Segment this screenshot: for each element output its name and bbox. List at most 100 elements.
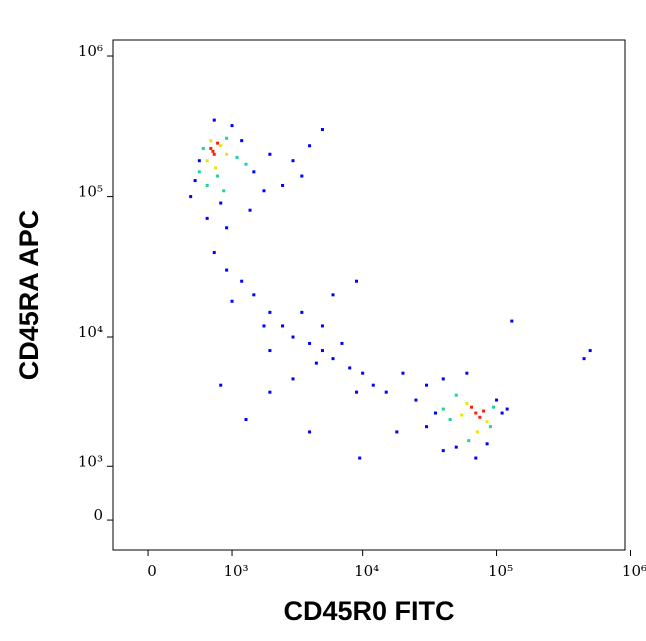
point	[348, 366, 352, 370]
point	[460, 413, 464, 417]
point	[212, 118, 216, 122]
plot-frame	[112, 39, 626, 551]
point	[474, 456, 478, 460]
point	[485, 420, 489, 424]
point	[219, 383, 223, 387]
point	[314, 361, 318, 365]
point	[197, 170, 201, 174]
point	[358, 456, 362, 460]
point	[248, 208, 252, 212]
point	[588, 349, 592, 353]
point	[230, 124, 234, 128]
point	[209, 139, 213, 143]
point	[189, 195, 193, 199]
point	[235, 155, 239, 159]
x-tick-label: 0	[147, 562, 157, 580]
point	[225, 268, 229, 272]
point	[240, 139, 244, 143]
point	[441, 377, 445, 381]
point	[193, 179, 197, 183]
point	[262, 189, 266, 193]
point	[500, 411, 504, 415]
point	[205, 216, 209, 220]
point	[320, 128, 324, 132]
point	[252, 293, 256, 297]
point	[465, 402, 469, 406]
point	[240, 279, 244, 283]
x-tick-label: 10³	[223, 562, 248, 580]
y-tick-label: 0	[93, 506, 103, 524]
point	[291, 377, 295, 381]
x-tick-label: 10⁶	[622, 562, 646, 580]
y-tick-label: 10⁶	[78, 42, 103, 60]
point	[320, 324, 324, 328]
point	[219, 201, 223, 205]
point	[505, 407, 509, 411]
point	[268, 152, 272, 156]
point	[331, 357, 335, 361]
point	[209, 146, 213, 150]
point	[371, 383, 375, 387]
x-tick-label: 10⁴	[354, 562, 379, 580]
x-axis-label: CD45R0 FITC	[283, 596, 454, 626]
x-tick-label: 10⁵	[488, 562, 513, 580]
point	[441, 449, 445, 453]
point	[478, 415, 482, 419]
point	[361, 371, 365, 375]
point	[205, 159, 209, 163]
point	[268, 310, 272, 314]
point	[470, 405, 474, 409]
point	[485, 442, 489, 446]
point	[219, 144, 223, 148]
point	[510, 319, 514, 323]
point	[308, 144, 312, 148]
point	[244, 418, 248, 422]
point	[214, 166, 218, 170]
point	[331, 293, 335, 297]
point	[230, 299, 234, 303]
point	[291, 159, 295, 163]
point	[355, 390, 359, 394]
point	[454, 393, 458, 397]
y-tick-label: 10⁵	[78, 183, 103, 201]
point	[340, 341, 344, 345]
y-axis-label: CD45RA APC	[14, 210, 44, 381]
point	[268, 390, 272, 394]
point	[216, 174, 220, 178]
point	[441, 407, 445, 411]
point	[482, 409, 486, 413]
point	[454, 445, 458, 449]
y-tick-label: 10⁴	[78, 323, 103, 341]
point	[414, 398, 418, 402]
point	[212, 152, 216, 156]
point	[291, 335, 295, 339]
point	[300, 174, 304, 178]
point	[495, 398, 499, 402]
point	[281, 324, 285, 328]
point	[252, 170, 256, 174]
point	[225, 152, 229, 156]
point	[448, 418, 452, 422]
point	[211, 149, 215, 153]
point	[201, 146, 205, 150]
point	[401, 371, 405, 375]
point	[433, 411, 437, 415]
point	[320, 349, 324, 353]
point	[467, 439, 471, 443]
point	[205, 183, 209, 187]
point	[465, 371, 469, 375]
point	[212, 251, 216, 255]
point	[262, 324, 266, 328]
point	[355, 279, 359, 283]
point	[244, 162, 248, 166]
point	[475, 430, 479, 434]
point	[308, 341, 312, 345]
y-tick-label: 10³	[78, 452, 103, 470]
point	[300, 310, 304, 314]
point	[268, 349, 272, 353]
point	[488, 425, 492, 429]
point	[281, 183, 285, 187]
point	[308, 430, 312, 434]
